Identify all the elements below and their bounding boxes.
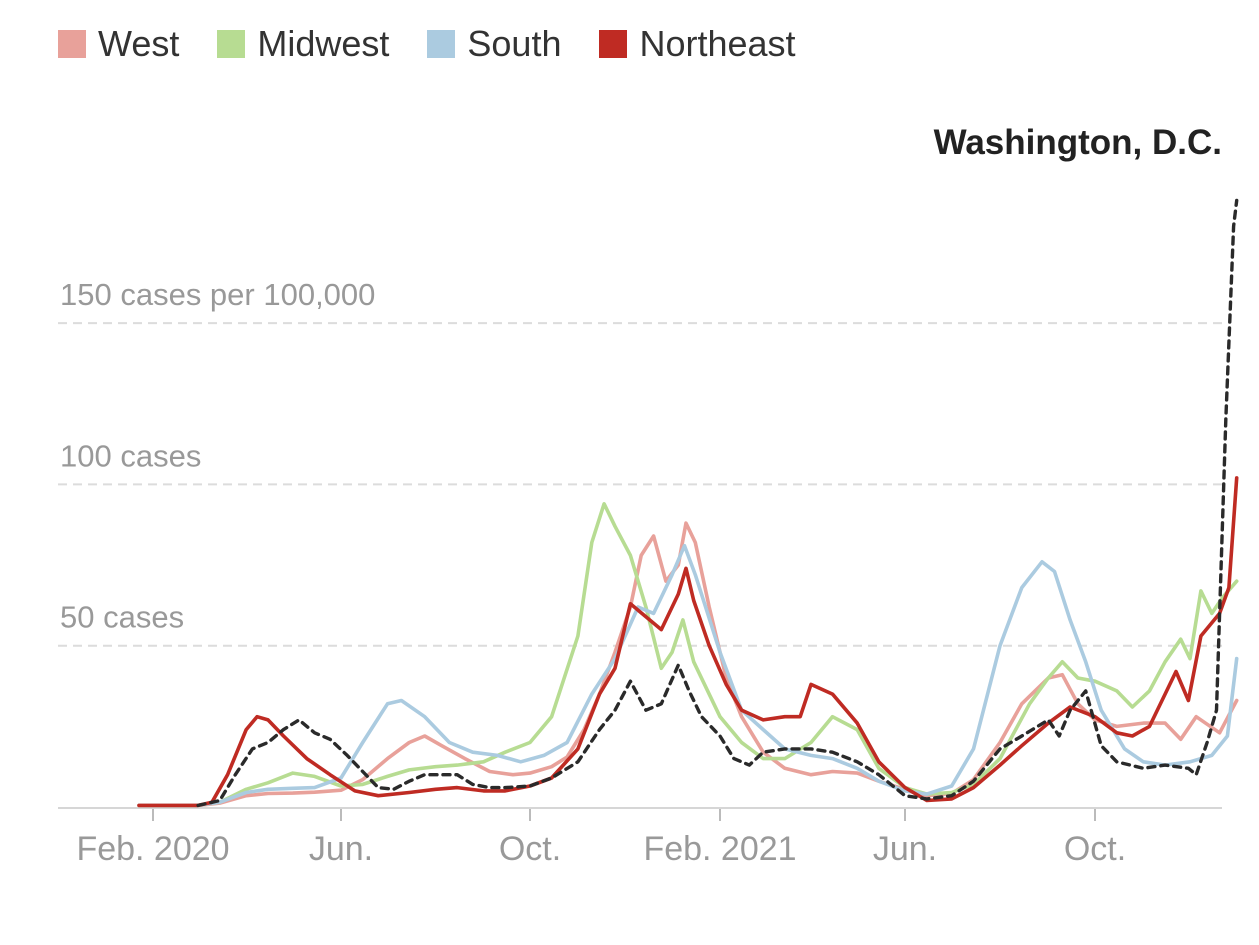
legend-item-midwest: Midwest (217, 23, 389, 65)
legend-label-west: West (98, 23, 180, 64)
y-tick-label-100: 100 cases (60, 438, 201, 473)
x-tick-label-2: Oct. (499, 830, 561, 868)
y-tick-label-150: 150 cases per 100,000 (60, 277, 375, 312)
legend-label-south: South (467, 23, 562, 64)
series-line-washington-d-c (196, 198, 1239, 808)
x-tick-label-3: Feb. 2021 (643, 830, 796, 868)
legend-item-northeast: Northeast (599, 23, 796, 65)
legend-item-west: West (58, 23, 179, 65)
legend: West Midwest South Northeast (58, 22, 834, 66)
legend-swatch-midwest (217, 30, 246, 58)
x-axis-ticks: Feb. 2020 Jun. Oct. Feb. 2021 Jun. Oct. (76, 809, 1126, 868)
legend-swatch-south (427, 30, 456, 58)
legend-swatch-northeast (599, 30, 628, 58)
y-tick-label-50: 50 cases (60, 600, 184, 635)
x-tick-label-1: Jun. (309, 830, 373, 868)
series-line-south (137, 543, 1239, 808)
x-tick-label-5: Oct. (1064, 830, 1126, 868)
legend-swatch-west (58, 30, 86, 58)
x-tick-label-4: Jun. (873, 830, 937, 868)
legend-label-northeast: Northeast (639, 23, 796, 64)
dc-annotation: Washington, D.C. (934, 123, 1222, 162)
legend-label-midwest: Midwest (257, 23, 390, 64)
y-axis-labels: 150 cases per 100,000 100 cases 50 cases (60, 277, 375, 635)
x-tick-label-0: Feb. 2020 (76, 830, 229, 868)
series-lines (137, 198, 1239, 808)
series-line-midwest (137, 502, 1239, 808)
gridlines (58, 322, 1222, 647)
series-line-northeast (137, 476, 1239, 808)
series-line-west (137, 521, 1239, 808)
legend-item-south: South (427, 23, 561, 65)
